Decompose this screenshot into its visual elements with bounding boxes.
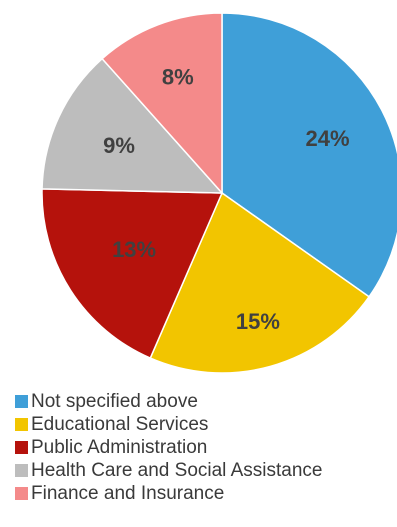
legend-swatch [15, 395, 28, 408]
legend-label: Public Administration [31, 436, 208, 458]
legend-item: Public Administration [15, 436, 323, 459]
legend-label: Finance and Insurance [31, 482, 225, 504]
pie-value-label-4: 9% [103, 133, 135, 158]
pie-value-labels: 24% 15% 13% 9% 8% [103, 64, 349, 333]
pie-value-label-1: 24% [305, 126, 349, 151]
pie-value-label-2: 15% [236, 309, 280, 334]
legend-swatch [15, 464, 28, 477]
legend-item: Not specified above [15, 390, 323, 413]
pie-slices [41, 12, 397, 374]
pie-chart: 24% 15% 13% 9% 8% [41, 12, 397, 374]
pie-value-label-3: 13% [112, 237, 156, 262]
legend: Not specified above Educational Services P… [15, 390, 323, 505]
pie-slice-1 [221, 12, 397, 298]
legend-swatch [15, 418, 28, 431]
legend-item: Educational Services [15, 413, 323, 436]
legend-label: Health Care and Social Assistance [31, 459, 323, 481]
pie-slice-3 [41, 188, 224, 360]
legend-item: Health Care and Social Assistance [15, 459, 323, 482]
legend-label: Not specified above [31, 390, 198, 412]
legend-swatch [15, 441, 28, 454]
pie-slice-4 [41, 57, 224, 194]
pie-slice-2 [149, 191, 371, 374]
pie-slice-5 [101, 12, 223, 195]
pie-value-label-5: 8% [162, 64, 194, 89]
legend-label: Educational Services [31, 413, 209, 435]
legend-item: Finance and Insurance [15, 482, 323, 505]
legend-swatch [15, 487, 28, 500]
